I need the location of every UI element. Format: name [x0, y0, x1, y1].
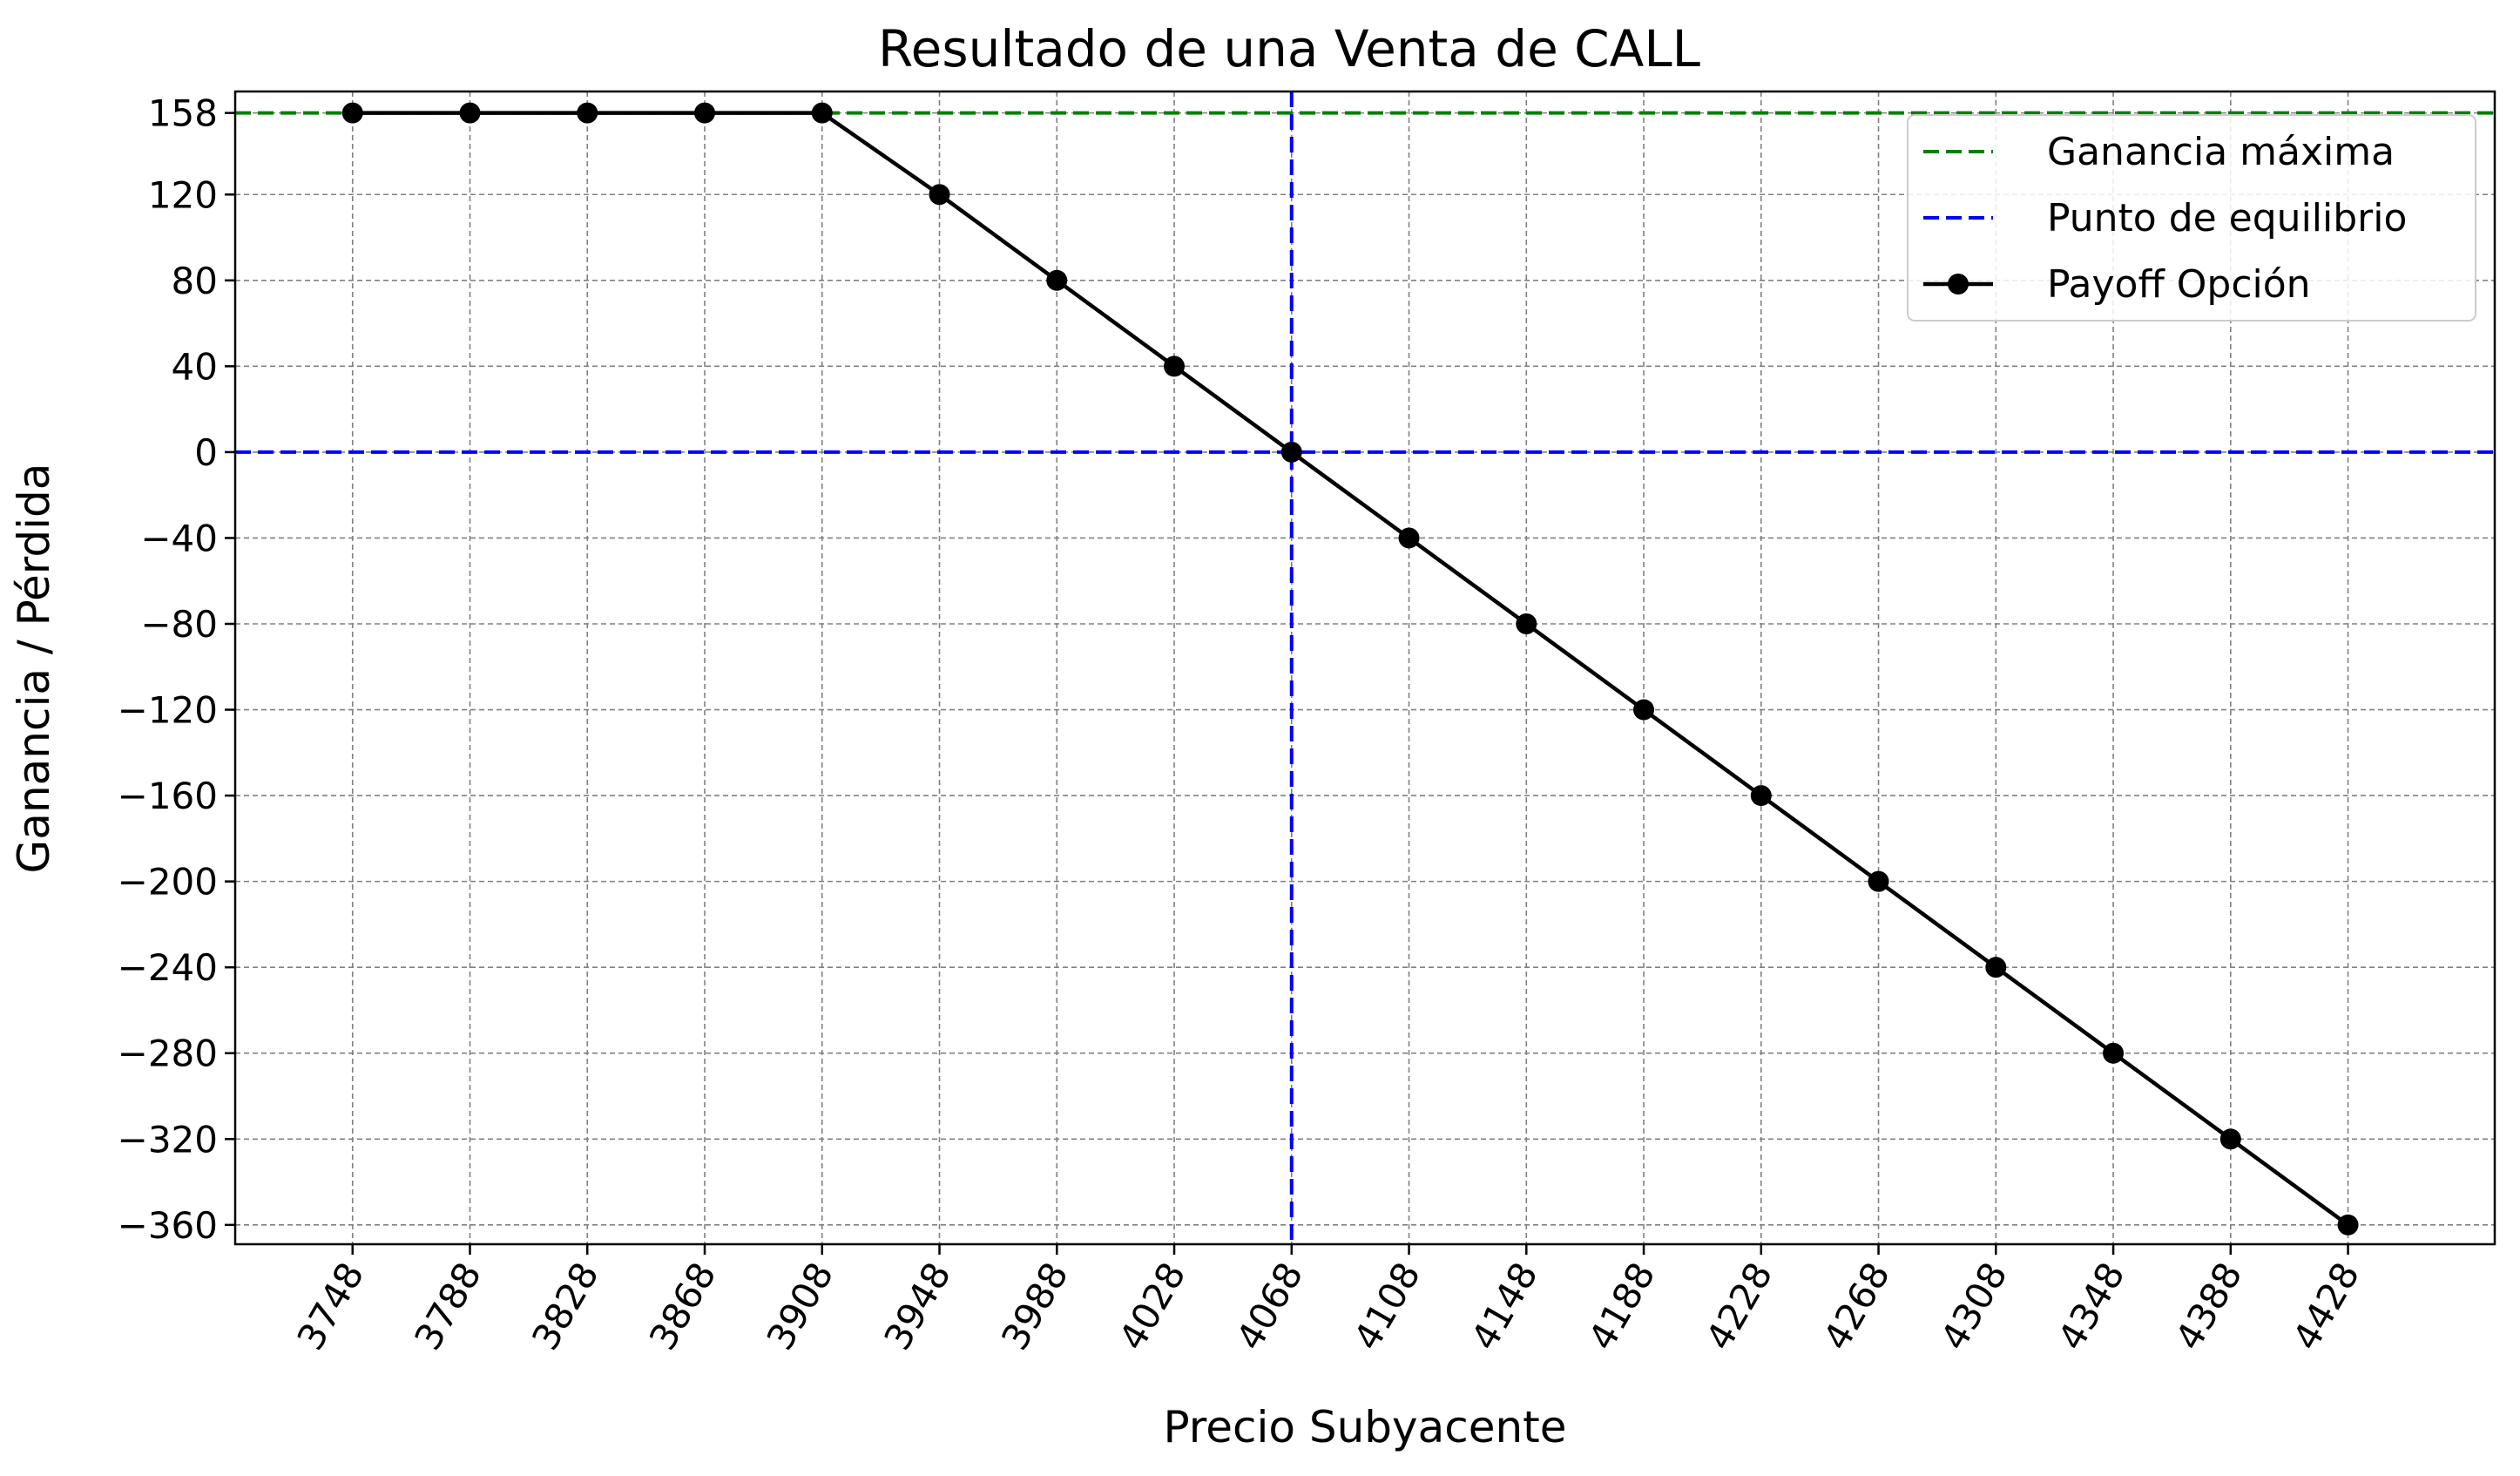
x-tick-label: 3748	[289, 1256, 373, 1358]
data-point	[2103, 1042, 2125, 1064]
x-tick-label: 3948	[875, 1256, 959, 1358]
x-tick-label: 3788	[406, 1256, 490, 1358]
grid-lines	[235, 91, 2495, 1244]
data-point	[1868, 870, 1889, 892]
x-axis-ticks: 3748 3788 3828 3868 3908 3948 3988 4028 4068 4108…	[289, 1244, 2368, 1358]
legend-label: Payoff Opción	[2047, 262, 2311, 307]
legend-label: Ganancia máxima	[2047, 130, 2395, 174]
y-tick-label: −320	[118, 1118, 218, 1161]
x-tick-label: 4068	[1228, 1256, 1312, 1358]
chart-title: Resultado de una Venta de CALL	[878, 19, 1700, 78]
data-point	[694, 102, 716, 124]
y-tick-label: −240	[118, 946, 218, 989]
legend-marker	[1948, 274, 1969, 295]
legend: Ganancia máxima Punto de equilibrio Payoff…	[1907, 114, 2476, 322]
data-point	[1046, 269, 1068, 291]
y-tick-label: −80	[140, 603, 218, 646]
x-tick-label: 3988	[993, 1256, 1077, 1358]
x-tick-label: 4348	[2050, 1256, 2133, 1358]
x-tick-label: 3908	[759, 1256, 842, 1358]
series-layer	[341, 102, 2359, 1236]
x-tick-label: 4108	[1345, 1256, 1429, 1358]
x-tick-label: 4188	[1580, 1256, 1664, 1358]
legend-box	[1907, 114, 2476, 322]
data-point	[1164, 355, 1186, 377]
x-tick-label: 4148	[1463, 1256, 1546, 1358]
x-tick-label: 3828	[524, 1256, 607, 1358]
data-point	[2219, 1128, 2241, 1150]
y-tick-label: 80	[172, 260, 218, 302]
data-point	[1398, 527, 1420, 549]
y-tick-label: −280	[118, 1033, 218, 1075]
data-point	[2337, 1214, 2359, 1236]
y-tick-label: −40	[140, 517, 218, 559]
y-tick-label: −360	[118, 1204, 218, 1247]
y-tick-label: −200	[118, 861, 218, 904]
y-tick-label: −160	[118, 775, 218, 817]
legend-label: Punto de equilibrio	[2047, 196, 2407, 240]
y-axis-label: Ganancia / Pérdida	[9, 464, 59, 874]
x-tick-label: 3868	[641, 1256, 725, 1358]
data-point	[1633, 699, 1655, 721]
data-point	[929, 184, 950, 206]
x-tick-label: 4388	[2167, 1256, 2251, 1358]
y-tick-label: 120	[148, 173, 218, 216]
x-tick-label: 4028	[1111, 1256, 1194, 1358]
data-point	[577, 102, 598, 124]
y-tick-label: 0	[194, 431, 218, 474]
y-axis-ticks: 158 120 80 40 0 −40 −80 −120 −160 −200 −240 −280 −32…	[118, 92, 235, 1247]
data-point	[341, 102, 363, 124]
data-point	[1750, 785, 1772, 807]
data-point	[459, 102, 481, 124]
x-tick-label: 4428	[2284, 1256, 2368, 1358]
x-tick-label: 4268	[1814, 1256, 1898, 1358]
y-tick-label: −120	[118, 689, 218, 732]
y-tick-label: 158	[148, 92, 218, 135]
plot-frame	[233, 90, 2496, 1246]
x-tick-label: 4308	[1932, 1256, 2016, 1358]
data-point	[811, 102, 833, 124]
data-point	[1280, 441, 1302, 463]
data-point	[1985, 957, 2007, 978]
x-tick-label: 4228	[1698, 1256, 1781, 1358]
data-point	[1516, 613, 1537, 634]
x-axis-label: Precio Subyacente	[1163, 1402, 1566, 1452]
series-line	[352, 111, 2349, 1227]
y-tick-label: 40	[172, 345, 218, 388]
